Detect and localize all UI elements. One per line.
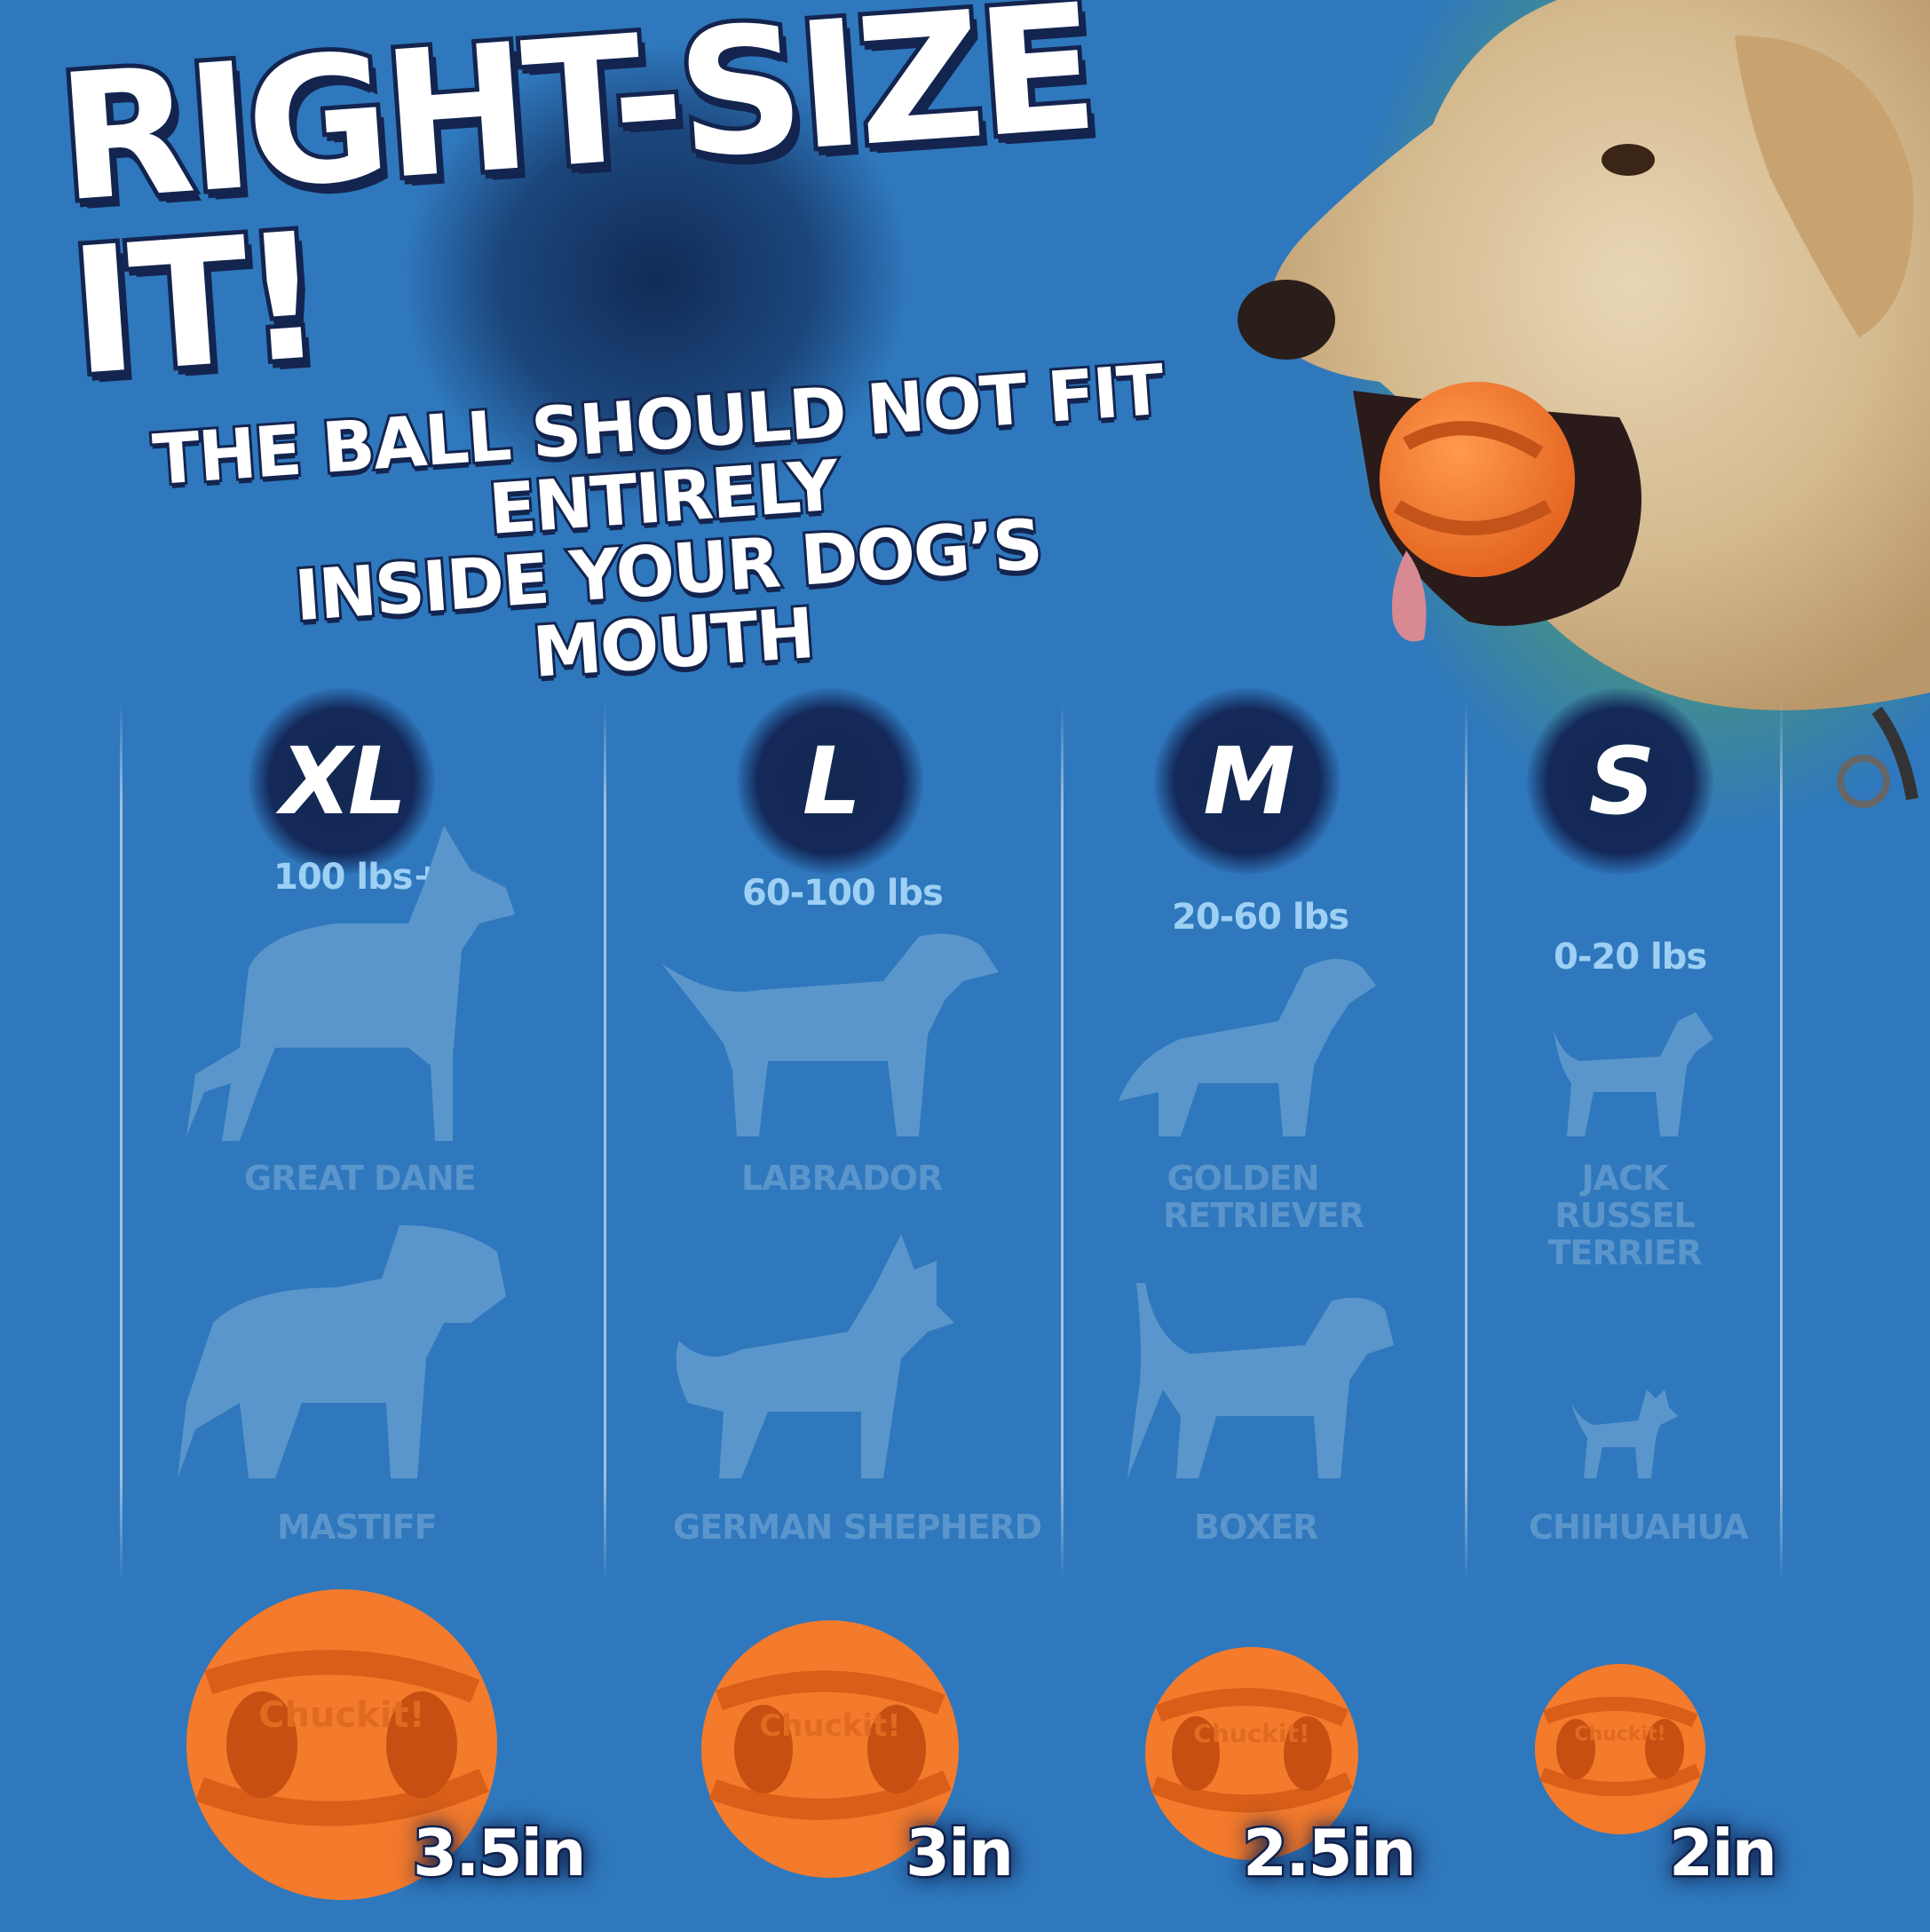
boxer-silhouette [1127, 1283, 1394, 1478]
size-label: S [1588, 727, 1656, 835]
subtitle: THE BALL SHOULD NOT FIT ENTIRELY INSIDE … [133, 348, 1198, 717]
ball-diameter: 3in [903, 1814, 1016, 1893]
breed-label: GOLDEN RETRIEVER [1163, 1159, 1364, 1235]
ball-brand: Chuckit! [1193, 1719, 1309, 1748]
breed-name: GREAT DANE [244, 1159, 477, 1198]
german-shepherd-silhouette [676, 1234, 954, 1478]
column-divider [120, 701, 123, 1580]
golden-retriever-silhouette [1119, 959, 1376, 1136]
labrador-silhouette [661, 933, 999, 1136]
size-badge-l: L [737, 688, 923, 875]
weight-range: 0-20 lbs [1554, 937, 1707, 978]
dog-photo [1238, 0, 1930, 808]
column-divider [1061, 701, 1064, 1580]
breed-name: LABRADOR [741, 1159, 943, 1198]
column-divider [1780, 701, 1783, 1580]
ball-diameter: 2in [1666, 1814, 1779, 1893]
ball-brand: Chuckit! [258, 1695, 425, 1736]
chihuahua-silhouette [1571, 1390, 1678, 1478]
column-divider [1465, 701, 1467, 1580]
weight-range: 100 lbs+ [273, 857, 442, 898]
size-label: XL [280, 727, 407, 835]
size-badge-xl: XL [249, 688, 435, 875]
ball-xl: Chuckit! [186, 1589, 497, 1900]
breed-name: GOLDEN RETRIEVER [1163, 1159, 1364, 1235]
size-badge-m: M [1154, 688, 1341, 875]
breed-name: CHIHUAHUA [1529, 1508, 1749, 1547]
ball-diameter: 2.5in [1240, 1814, 1419, 1893]
ball-diameter: 3.5in [410, 1814, 589, 1893]
page-title: RIGHT-SIZE IT! [48, 0, 1103, 419]
weight-range: 60-100 lbs [742, 873, 944, 914]
size-label: M [1203, 727, 1294, 835]
size-label: L [802, 727, 861, 835]
weight-range: 20-60 lbs [1172, 897, 1349, 938]
ball-s: Chuckit! [1535, 1664, 1705, 1834]
column-divider [604, 701, 606, 1580]
ball-brand: Chuckit! [759, 1708, 901, 1744]
mastiff-silhouette [178, 1225, 506, 1478]
size-badge-s: S [1527, 688, 1713, 875]
ball-l: Chuckit! [701, 1620, 959, 1878]
headline-group: RIGHT-SIZE IT! THE BALL SHOULD NOT FIT E… [48, 0, 1269, 721]
breed-name: GERMAN SHEPHERD [673, 1508, 1042, 1547]
breed-name: JACK RUSSEL TERRIER [1523, 1160, 1727, 1271]
breed-name: MASTIFF [277, 1508, 438, 1547]
ball-m: Chuckit! [1145, 1647, 1358, 1860]
great-dane-silhouette [186, 826, 515, 1141]
ball-brand: Chuckit! [1574, 1723, 1665, 1746]
jack-russel-silhouette [1554, 1012, 1713, 1136]
breed-name: BOXER [1194, 1508, 1318, 1547]
breed-label: JACK RUSSEL TERRIER [1547, 1159, 1703, 1272]
